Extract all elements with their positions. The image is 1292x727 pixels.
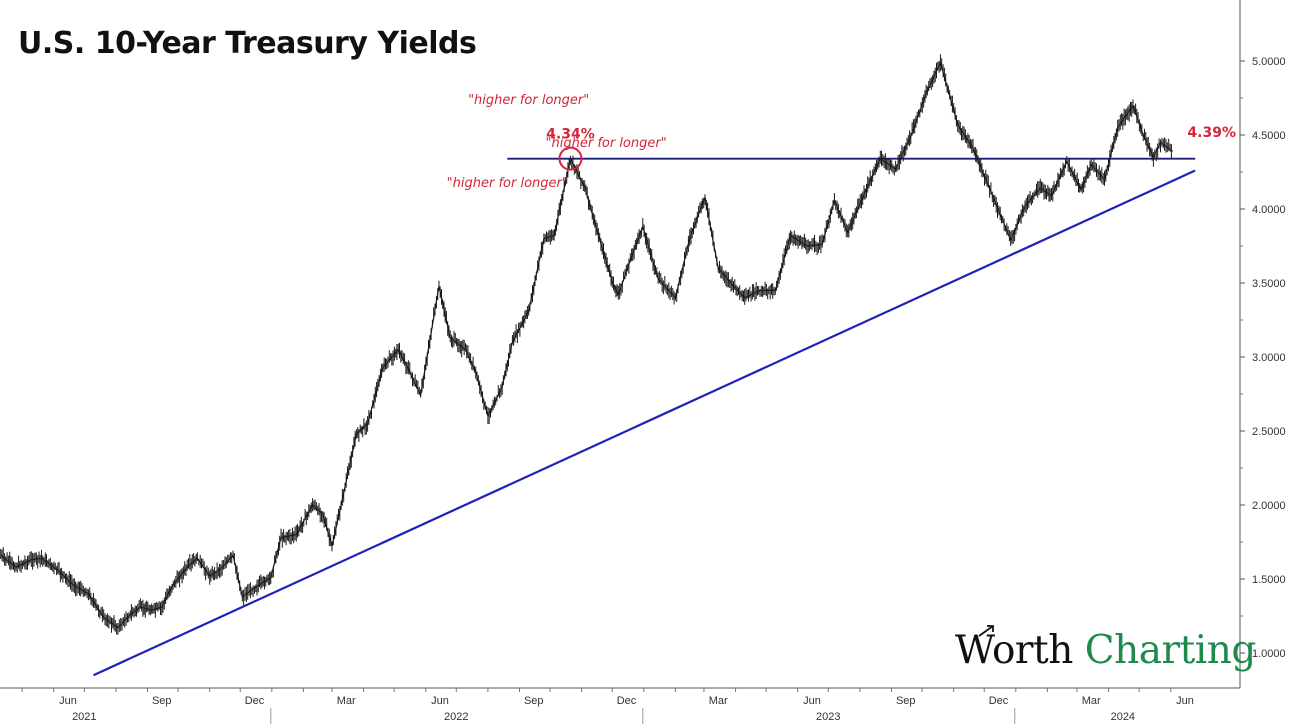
y-tick-label: 1.5000 [1252,574,1286,586]
y-tick-label: 3.5000 [1252,278,1286,290]
x-tick-label: Dec [989,695,1009,707]
x-year-label: 2022 [444,711,468,723]
x-tick-label: Jun [1176,695,1194,707]
y-tick-label: 5.0000 [1252,56,1286,68]
y-tick-label: 4.0000 [1252,204,1286,216]
peak-highlight-circle [558,146,583,171]
y-tick-label: 2.5000 [1252,426,1286,438]
x-tick-label: Jun [803,695,821,707]
annotation-text: "higher for longer" [447,176,568,191]
peak-value-label: 4.34% [546,127,595,143]
y-tick-label: 1.0000 [1252,648,1286,660]
logo-word-worth: Worth [955,628,1073,673]
price-line [0,60,1174,629]
worth-charting-logo: Worth Charting [955,625,1257,673]
x-tick-label: Mar [709,695,728,707]
x-year-label: 2024 [1111,711,1135,723]
x-year-label: 2023 [816,711,840,723]
reference-lines [93,157,1196,677]
x-tick-label: Sep [152,695,172,707]
arrow-up-icon [978,625,994,637]
x-tick-label: Jun [431,695,449,707]
logo-word-charting: Charting [1084,628,1257,673]
support-trendline [93,169,1196,677]
y-tick-label: 3.0000 [1252,352,1286,364]
chart-title: U.S. 10-Year Treasury Yields [18,26,477,61]
x-tick-label: Sep [524,695,544,707]
x-tick-label: Sep [896,695,916,707]
y-tick-label: 4.5000 [1252,130,1286,142]
annotation-text: "higher for longer" [468,93,589,108]
price-series [0,54,1174,635]
annotation-text: "higher for longer" [546,136,667,151]
y-tick-label: 2.0000 [1252,500,1286,512]
annotations: 4.34%"higher for longer""higher for long… [447,93,1236,191]
x-tick-label: Dec [617,695,637,707]
x-tick-label: Mar [1082,695,1101,707]
x-tick-label: Jun [59,695,77,707]
x-tick-label: Mar [337,695,356,707]
x-year-label: 2021 [72,711,96,723]
last-value-label: 4.39% [1187,125,1236,141]
x-tick-label: Dec [245,695,265,707]
